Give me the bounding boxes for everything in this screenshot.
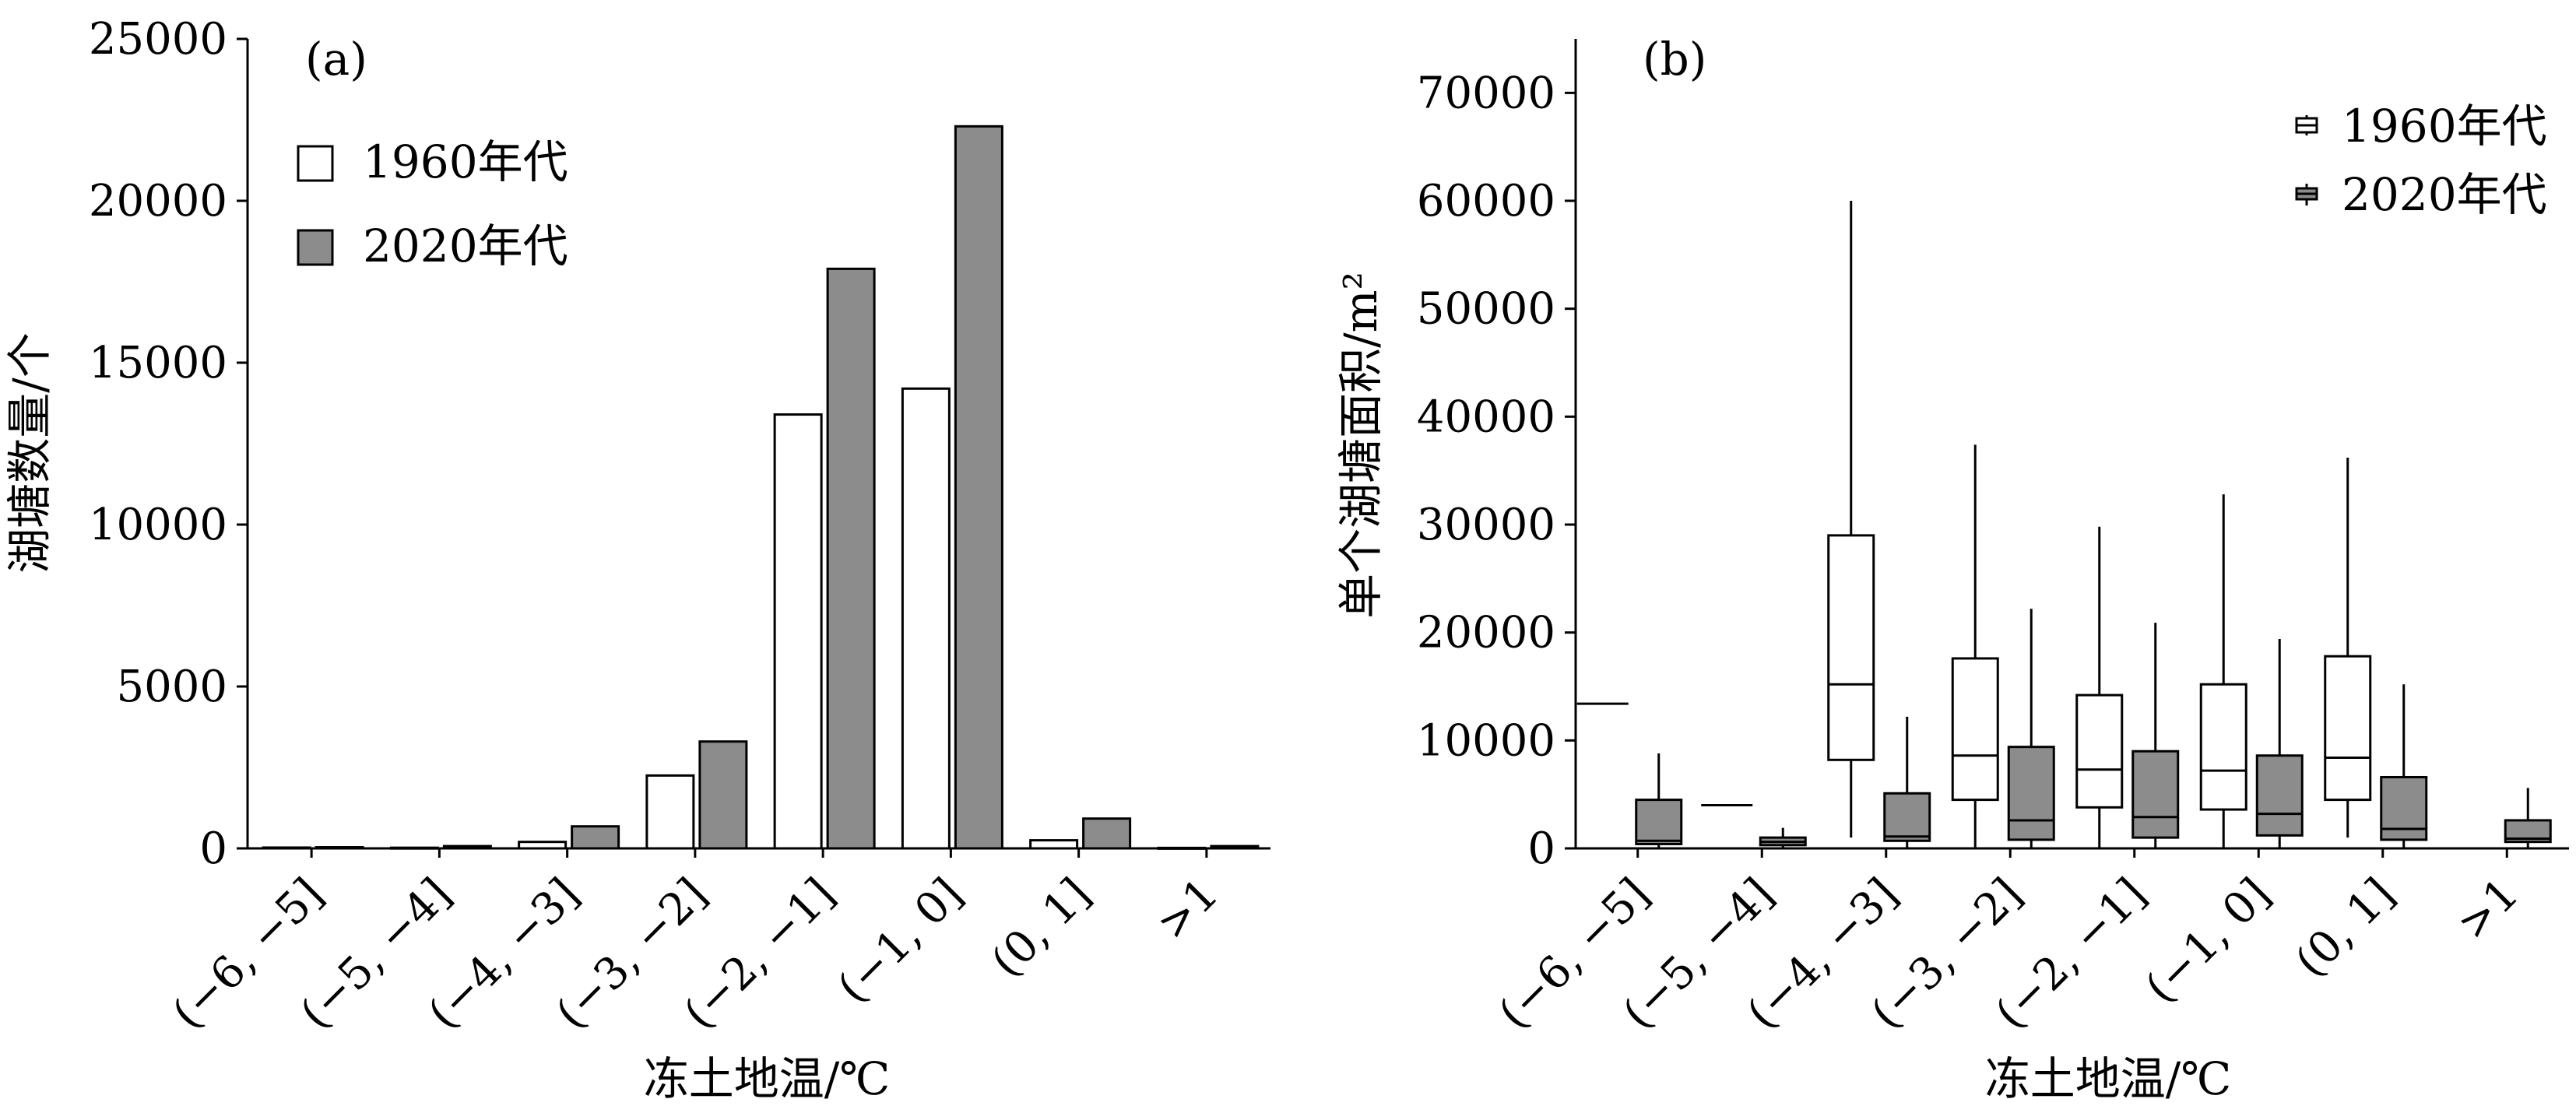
legend-label-2020: 2020年代 bbox=[363, 219, 568, 272]
bar-2020-4 bbox=[826, 267, 876, 850]
bar-1960-4 bbox=[773, 413, 823, 850]
box-2020-4 bbox=[2131, 623, 2180, 848]
y-tick-label: 0 bbox=[199, 823, 227, 874]
box-2020-0 bbox=[1635, 753, 1683, 848]
panel-a-legend: 1960年代 2020年代 bbox=[297, 135, 568, 272]
box-2020-7 bbox=[2504, 788, 2552, 848]
panel-b-x-axis-title: 冻土地温/℃ bbox=[1985, 1052, 2231, 1105]
box-1960-5 bbox=[2199, 494, 2247, 848]
panel-b-boxes bbox=[1576, 201, 2552, 850]
y-tick-label: 50000 bbox=[1417, 284, 1555, 335]
y-tick-label: 0 bbox=[1527, 823, 1555, 874]
y-tick-label: 30000 bbox=[1417, 500, 1555, 550]
box-1960-4 bbox=[2075, 526, 2124, 848]
y-tick-label: 20000 bbox=[89, 176, 227, 226]
y-tick-label: 5000 bbox=[116, 662, 227, 712]
box-2020-3 bbox=[2007, 609, 2055, 848]
panel-b-label: (b) bbox=[1643, 33, 1706, 86]
legend-label-1960-box: 1960年代 bbox=[2342, 100, 2547, 153]
panel-a-x-axis-title: 冻土地温/℃ bbox=[644, 1052, 890, 1105]
box-2020-5 bbox=[2255, 638, 2304, 848]
box-2020-6 bbox=[2380, 684, 2428, 848]
legend-label-1960: 1960年代 bbox=[363, 135, 568, 188]
box-2020-2 bbox=[1883, 716, 1931, 848]
bar-1960-5 bbox=[901, 387, 951, 850]
y-tick-label: 20000 bbox=[1417, 608, 1555, 658]
bar-2020-3 bbox=[698, 740, 748, 850]
y-tick-label: 10000 bbox=[89, 500, 227, 550]
box-2020-1 bbox=[1759, 827, 1807, 848]
panel-a-bars bbox=[262, 125, 1260, 850]
y-tick-label: 10000 bbox=[1417, 715, 1555, 766]
legend-swatch-2020 bbox=[297, 229, 334, 266]
y-tick-label: 25000 bbox=[89, 14, 227, 65]
x-tick-label: (−1, 0] bbox=[828, 869, 973, 1013]
panel-a-y-axis-title: 湖塘数量/个 bbox=[3, 332, 56, 574]
legend-swatch-1960-box bbox=[2295, 115, 2318, 135]
y-tick-label: 15000 bbox=[89, 338, 227, 388]
bar-1960-2 bbox=[518, 841, 568, 850]
x-tick-label: >1 bbox=[1147, 869, 1228, 950]
box-1960-2 bbox=[1827, 201, 1875, 838]
box-1960-6 bbox=[2324, 458, 2372, 838]
legend-label-2020-box: 2020年代 bbox=[2342, 168, 2547, 221]
legend-swatch-2020-box bbox=[2295, 184, 2318, 205]
bar-2020-5 bbox=[954, 125, 1003, 850]
x-tick-label: (0, 1] bbox=[982, 869, 1100, 987]
panel-b-y-axis-title: 单个湖塘面积/m² bbox=[1334, 272, 1387, 619]
y-tick-label: 70000 bbox=[1417, 68, 1555, 118]
legend-swatch-1960 bbox=[297, 145, 334, 182]
bar-1960-3 bbox=[645, 774, 695, 850]
bar-2020-2 bbox=[571, 825, 620, 850]
x-tick-label: (0, 1] bbox=[2286, 869, 2404, 987]
bar-1960-6 bbox=[1029, 839, 1079, 850]
panel-b-legend: 1960年代 2020年代 bbox=[2295, 100, 2547, 221]
x-tick-label: >1 bbox=[2448, 869, 2529, 950]
bar-2020-1 bbox=[442, 844, 492, 850]
bar-2020-7 bbox=[1210, 844, 1260, 850]
y-tick-label: 40000 bbox=[1417, 391, 1555, 442]
y-tick-label: 60000 bbox=[1417, 176, 1555, 226]
panel-b-box-chart: (b) 0 10000 20000 30000 40000 50000 60000 70000… bbox=[1334, 33, 2569, 1105]
x-tick-label: (−1, 0] bbox=[2136, 869, 2281, 1013]
bar-2020-6 bbox=[1082, 817, 1132, 850]
box-1960-3 bbox=[1951, 444, 1999, 848]
panel-a-label: (a) bbox=[305, 33, 367, 86]
